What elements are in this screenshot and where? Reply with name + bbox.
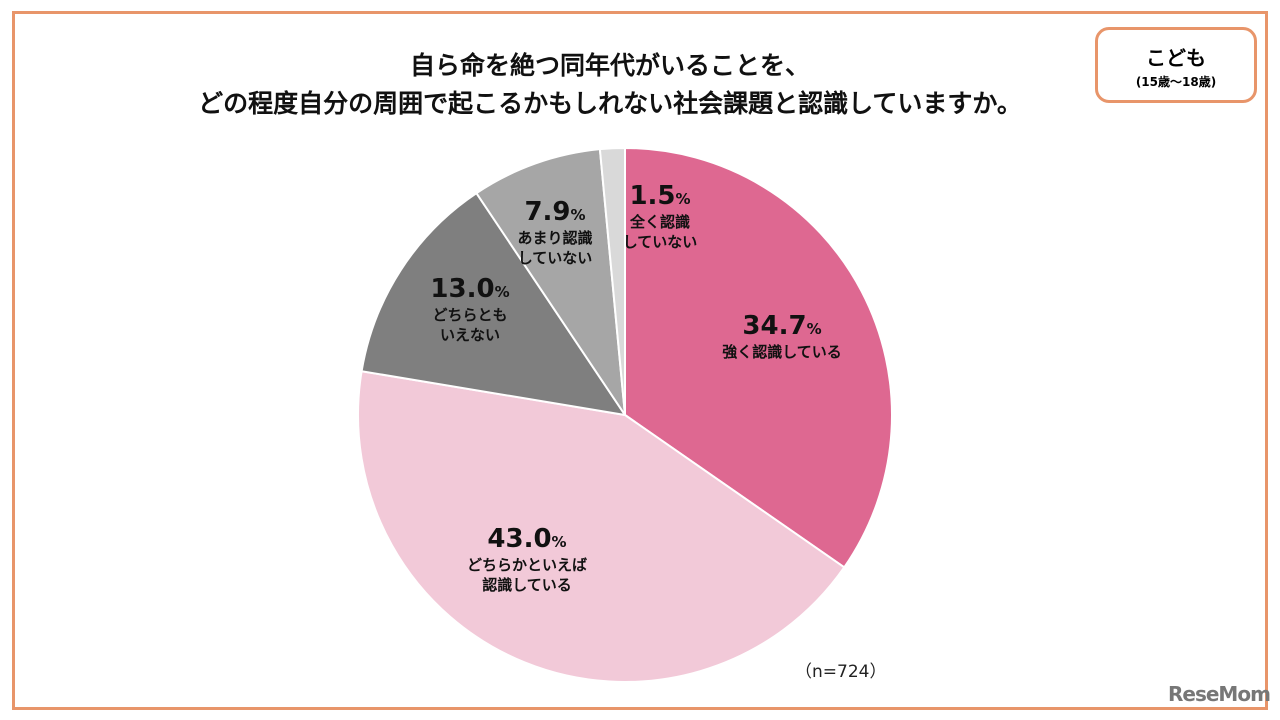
chart-title-line2: どの程度自分の周囲で起こるかもしれない社会課題と認識していますか。	[198, 89, 1022, 118]
badge-label: こども	[1146, 46, 1206, 70]
respondent-badge: こども (15歳～18歳)	[1095, 27, 1257, 103]
pie-slice-4	[598, 146, 626, 416]
pie-slice-3	[475, 148, 626, 416]
slice-label-3: 7.9% あまり認識 していない	[517, 197, 593, 267]
slice-label-4: 1.5% 全く認識 していない	[622, 181, 698, 251]
resemom-logo: ReseMom	[1168, 682, 1271, 706]
pie-slice-2	[360, 191, 628, 417]
slice-label-2: 13.0% どちらとも いえない	[430, 274, 510, 344]
pie-slice-0	[624, 146, 893, 569]
slice-label-1: 43.0% どちらかといえば 認識している	[466, 524, 588, 594]
pie-slice-1	[357, 370, 846, 683]
chart-title-line1: 自ら命を絶つ同年代がいることを、	[409, 51, 810, 80]
badge-sub: (15歳～18歳)	[1135, 75, 1217, 89]
sample-size-note: （n=724）	[795, 662, 887, 682]
slice-label-0: 34.7% 強く認識している	[722, 311, 842, 361]
chart-frame	[12, 11, 1268, 710]
